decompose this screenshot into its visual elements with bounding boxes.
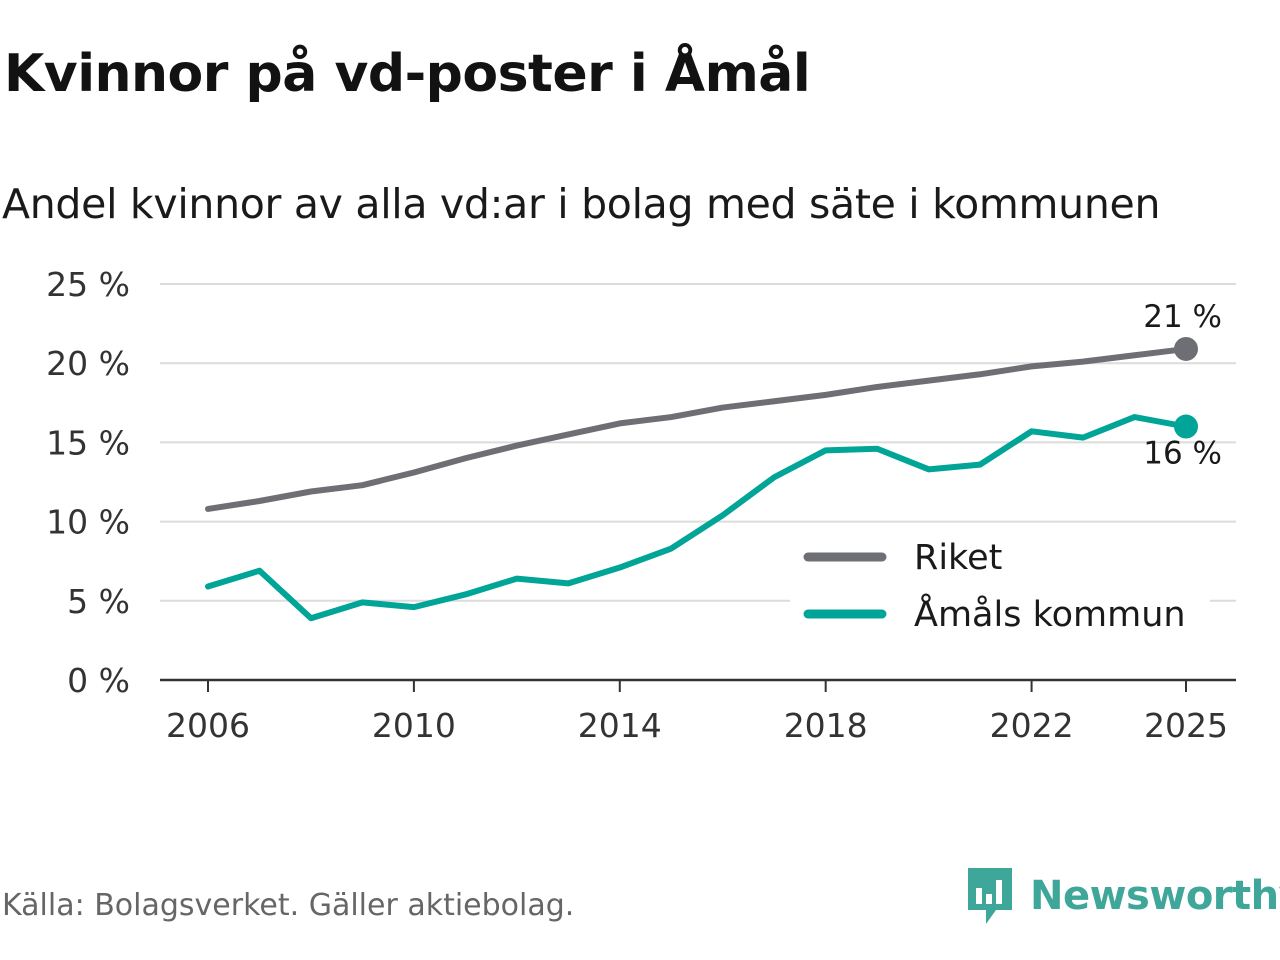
y-tick-label: 15 % — [46, 423, 130, 462]
x-tick-label: 2010 — [372, 706, 456, 745]
end-marker-amal — [1174, 414, 1198, 439]
y-tick-label: 25 % — [46, 265, 130, 304]
x-tick-label: 2025 — [1144, 706, 1228, 745]
end-marker-riket — [1174, 336, 1198, 361]
x-tick-label: 2006 — [166, 706, 250, 745]
legend-label-amal: Åmåls kommun — [914, 592, 1186, 635]
brand-logo: Newsworthy — [964, 866, 1280, 926]
series-line-amal — [205, 414, 1189, 622]
end-label-amal: 16 % — [1143, 436, 1222, 472]
end-labels: 21 % 16 % — [1143, 299, 1222, 472]
brand-name: Newsworthy — [1030, 873, 1280, 919]
newsworthy-icon — [968, 868, 1012, 924]
y-tick-label: 0 % — [67, 661, 130, 700]
chart-title: Kvinnor på vd-poster i Åmål — [4, 44, 811, 104]
legend: Riket Åmåls kommun — [790, 527, 1210, 642]
legend-label-riket: Riket — [914, 538, 1002, 578]
chart-subtitle: Andel kvinnor av alla vd:ar i bolag med … — [2, 180, 1161, 228]
source-note: Källa: Bolagsverket. Gäller aktiebolag. — [2, 888, 575, 923]
x-tick-label: 2022 — [990, 706, 1074, 745]
y-tick-label: 5 % — [67, 582, 130, 621]
end-label-riket: 21 % — [1143, 299, 1222, 335]
series-line-riket — [205, 345, 1189, 512]
series-lines — [205, 336, 1198, 622]
x-tick-label: 2014 — [578, 706, 662, 745]
y-tick-label: 10 % — [46, 503, 130, 542]
axes: 0 % 5 % 10 % 15 % 20 % 25 % 2006 2010 2014 2018 20… — [46, 265, 1236, 745]
x-tick-label: 2018 — [784, 706, 868, 745]
y-tick-label: 20 % — [46, 344, 130, 383]
